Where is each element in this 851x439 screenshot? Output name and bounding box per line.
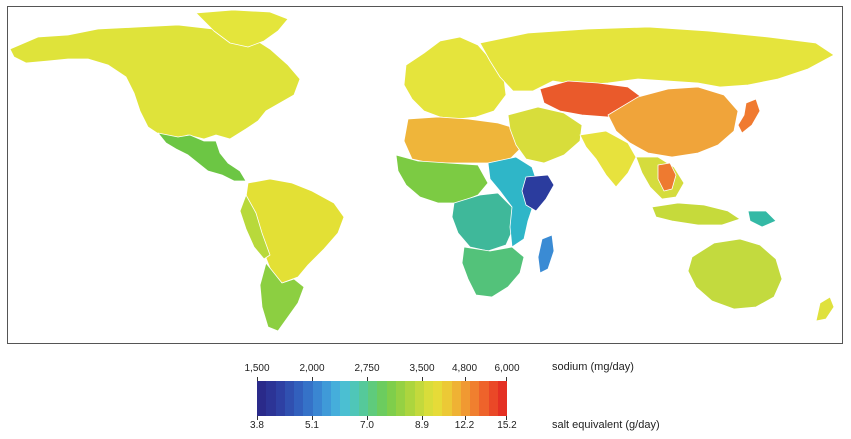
color-scale-segment xyxy=(433,381,443,416)
sodium-tick-label: 4,800 xyxy=(451,363,478,374)
salt-tick-mark xyxy=(506,416,507,420)
color-scale-segment xyxy=(358,381,369,416)
sodium-tick-label: 2,750 xyxy=(354,363,380,374)
color-scale-segment xyxy=(294,381,304,416)
region-china[interactable] xyxy=(607,86,739,158)
sodium-tick-label: 6,000 xyxy=(494,363,520,374)
color-scale-segment xyxy=(331,381,341,416)
salt-tick-mark xyxy=(257,416,258,420)
color-scale-segment xyxy=(423,381,434,416)
color-scale-segment xyxy=(395,381,406,416)
region-middle-east[interactable] xyxy=(507,106,583,164)
region-india[interactable] xyxy=(579,130,637,188)
color-scale-segment xyxy=(349,381,359,416)
salt-tick-mark xyxy=(464,416,466,420)
salt-tick-label: 3.8 xyxy=(250,420,264,431)
color-scale-bar xyxy=(257,381,508,416)
color-scale-segment xyxy=(340,381,350,416)
sodium-tick-mark xyxy=(367,377,368,381)
salt-axis xyxy=(257,416,507,420)
region-indonesia[interactable] xyxy=(651,202,741,226)
region-japan[interactable] xyxy=(737,98,761,134)
map-canvas xyxy=(9,9,835,332)
salt-tick-label: 7.0 xyxy=(360,420,374,431)
color-scale-segment xyxy=(275,381,285,416)
world-map xyxy=(7,6,843,344)
color-scale-segment xyxy=(321,381,332,416)
color-scale-segment xyxy=(460,381,471,416)
salt-scale-title: salt equivalent (g/day) xyxy=(552,419,660,431)
color-scale-segment xyxy=(470,381,480,416)
sodium-tick-label: 2,000 xyxy=(299,363,325,374)
sodium-axis xyxy=(257,377,507,381)
region-southern-africa[interactable] xyxy=(461,246,525,298)
region-new-zealand[interactable] xyxy=(815,296,835,322)
sodium-tick-mark xyxy=(312,377,313,381)
color-scale-segment xyxy=(451,381,461,416)
region-south-america-south[interactable] xyxy=(259,262,305,332)
color-scale-segment xyxy=(442,381,452,416)
region-thailand[interactable] xyxy=(657,162,677,192)
salt-tick-mark xyxy=(422,416,423,420)
region-papua-new-guinea[interactable] xyxy=(747,210,777,228)
region-south-america-west[interactable] xyxy=(239,194,271,260)
color-scale-segment xyxy=(284,381,295,416)
sodium-tick-label: 1,500 xyxy=(244,363,270,374)
color-scale-segment xyxy=(479,381,489,416)
color-scale-segment xyxy=(414,381,424,416)
region-north-america[interactable] xyxy=(9,24,301,140)
sodium-tick-mark xyxy=(257,377,258,381)
sodium-scale-title: sodium (mg/day) xyxy=(552,361,634,373)
color-scale-segment xyxy=(377,381,387,416)
color-scale-segment xyxy=(405,381,415,416)
region-central-america[interactable] xyxy=(157,132,247,182)
color-scale-segment xyxy=(497,381,508,416)
region-europe[interactable] xyxy=(403,36,507,120)
color-scale-segment xyxy=(257,381,267,416)
color-scale-segment xyxy=(386,381,396,416)
salt-tick-label: 5.1 xyxy=(305,420,319,431)
color-scale-segment xyxy=(488,381,498,416)
salt-tick-mark xyxy=(367,416,368,420)
sodium-tick-mark xyxy=(464,377,466,381)
region-madagascar[interactable] xyxy=(537,234,555,274)
color-scale-segment xyxy=(312,381,322,416)
color-legend: 1,500 2,000 2,750 3,500 4,800 6,000 sodium (m… xyxy=(0,350,851,439)
region-russia[interactable] xyxy=(479,26,835,92)
sodium-tick-mark xyxy=(506,377,507,381)
color-scale-segment xyxy=(266,381,276,416)
region-north-africa[interactable] xyxy=(403,116,523,164)
color-scale-segment xyxy=(303,381,313,416)
region-central-africa[interactable] xyxy=(451,192,515,252)
salt-tick-label: 12.2 xyxy=(454,420,475,431)
salt-tick-label: 8.9 xyxy=(415,420,429,431)
salt-tick-mark xyxy=(312,416,313,420)
region-greenland[interactable] xyxy=(195,9,289,48)
color-scale-segment xyxy=(368,381,378,416)
region-horn-of-africa[interactable] xyxy=(521,174,555,212)
region-australia[interactable] xyxy=(687,238,783,310)
sodium-tick-mark xyxy=(422,377,423,381)
sodium-tick-label: 3,500 xyxy=(409,363,435,374)
salt-tick-label: 15.2 xyxy=(497,420,517,431)
